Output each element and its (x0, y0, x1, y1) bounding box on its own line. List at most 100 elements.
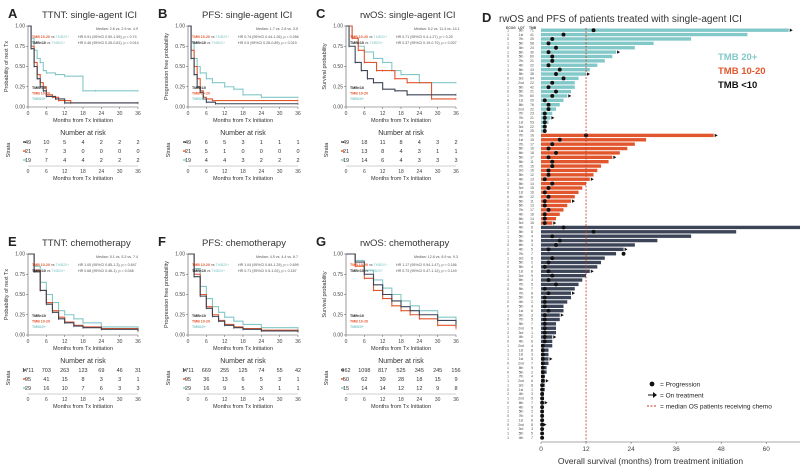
risk-count: 5 (223, 140, 226, 146)
patient-bar (541, 260, 602, 265)
patient-bar (541, 142, 635, 146)
row-ecog: 1 (507, 348, 509, 352)
row-ecog: 1 (507, 217, 509, 221)
risk-count: 3 (278, 377, 281, 383)
risk-x-axis-label: Months from Tx Initiation (213, 404, 273, 410)
row-ecog: 1 (507, 436, 509, 440)
compare-vs: vs (50, 35, 56, 39)
row-ecog: 1 (507, 155, 509, 159)
progression-dot (550, 142, 555, 147)
risk-count: 7 (45, 158, 48, 164)
row-lot: 7th (519, 318, 524, 322)
row-ecog: 1 (507, 94, 509, 98)
row-ecog: 1 (507, 85, 509, 89)
row-lot: 4th (519, 46, 524, 50)
progression-dot (542, 339, 547, 344)
risk-count: 39 (380, 377, 386, 383)
risk-x-axis-label: Months from Tx Initiation (53, 404, 113, 410)
row-ecog: 2 (507, 392, 509, 396)
row-tmb: 43 (530, 68, 534, 72)
row-tmb: 15 (530, 186, 534, 190)
patient-bar (541, 159, 609, 164)
stat-hr-2: HR 0.5 (95%CI 0.28-0.89), p = 0.019 (238, 41, 297, 45)
row-ecog: 0 (507, 300, 509, 304)
patient-bar (541, 282, 579, 287)
row-ecog: 1 (507, 59, 509, 63)
y-axis-label: Survival probability (322, 271, 328, 317)
row-tmb: 16 (530, 221, 534, 225)
row-lot: 4th (519, 392, 524, 396)
row-tmb: 4 (531, 344, 533, 348)
row-tmb: 13 (530, 177, 534, 181)
compare-ref: TMB20+ (216, 35, 230, 39)
x-tick-label: 18 (240, 111, 246, 117)
progression-dot (550, 234, 555, 239)
y-tick-label: 0.50 (175, 64, 185, 70)
row-lot: 5th (519, 230, 524, 234)
y-tick-label: 0.00 (15, 333, 25, 339)
row-lot: 7th (519, 59, 524, 63)
row-lot: 7th (519, 283, 524, 287)
y-tick-label: 1.00 (15, 24, 25, 30)
progression-dot (542, 98, 547, 103)
risk-count: 3 (118, 377, 121, 383)
risk-strata-label: Strata (6, 142, 12, 158)
patient-bar (541, 247, 624, 252)
row-ecog: 0 (507, 322, 509, 326)
panel-letter-B: B (158, 6, 167, 21)
on-treatment-arrow (549, 357, 553, 361)
stat-compare-1: TMB 10-20 vs TMB20+ (32, 263, 69, 267)
row-tmb: 5 (531, 357, 533, 361)
progression-dot (542, 120, 547, 125)
row-tmb: 8 (531, 230, 533, 234)
risk-x-tick-label: 30 (117, 169, 123, 175)
km-panel-F: F PFS: chemotherapy 0.00 0.25 0.50 0.75 1.00 0 6… (158, 234, 301, 410)
row-tmb: 9 (531, 326, 533, 330)
group-legend-entry: TMB 10-20 (718, 66, 766, 77)
row-tmb: 3 (531, 313, 533, 317)
compare-vs: vs (206, 41, 212, 45)
row-lot: 2nd (518, 81, 524, 85)
risk-x-tick-label: 24 (99, 169, 105, 175)
row-tmb: 14 (530, 217, 534, 221)
row-ecog: 1 (507, 326, 509, 330)
progression-dot (540, 374, 545, 379)
patient-bar (541, 243, 635, 247)
x-tick-label: 12 (222, 339, 228, 345)
x-tick-label: 36 (135, 339, 141, 345)
risk-strata-label: Strata (166, 370, 172, 386)
risk-count: 2 (100, 140, 103, 146)
km-panel-A: A TTNT: single-agent ICI 0.00 0.25 0.50 0.75 1… (4, 6, 141, 182)
row-tmb: 7 (531, 401, 533, 405)
risk-x-tick-label: 12 (222, 397, 228, 403)
row-lot: 6th (519, 28, 524, 32)
progression-dot (561, 225, 566, 230)
risk-count: 62 (361, 377, 367, 383)
row-lot: 5th (519, 305, 524, 309)
x-tick-label: 12 (222, 111, 228, 117)
patient-bar (541, 256, 605, 260)
row-ecog: 2 (507, 291, 509, 295)
row-tmb: 21 (530, 59, 534, 63)
risk-count: 13 (222, 377, 228, 383)
patient-bar (541, 37, 692, 41)
row-ecog: 1 (507, 186, 509, 190)
row-ecog: 0 (507, 265, 509, 269)
row-lot: 6th (519, 204, 524, 208)
series-line-tmb-10 (28, 25, 138, 104)
progression-dot (591, 229, 596, 234)
patient-bar (541, 76, 579, 81)
risk-count: 2 (118, 140, 121, 146)
legend-entry: TMB 10-20 (350, 320, 368, 324)
row-tmb: 2 (531, 370, 533, 374)
risk-count: 21 (343, 149, 349, 155)
row-ecog: 1 (507, 28, 509, 32)
row-lot: 4th (519, 340, 524, 344)
risk-count: 2 (136, 158, 139, 164)
progression-dot (542, 221, 547, 226)
risk-x-tick-label: 30 (435, 397, 441, 403)
row-tmb: 60 (530, 94, 534, 98)
row-lot: 6th (519, 366, 524, 370)
risk-x-tick-label: 12 (380, 169, 386, 175)
